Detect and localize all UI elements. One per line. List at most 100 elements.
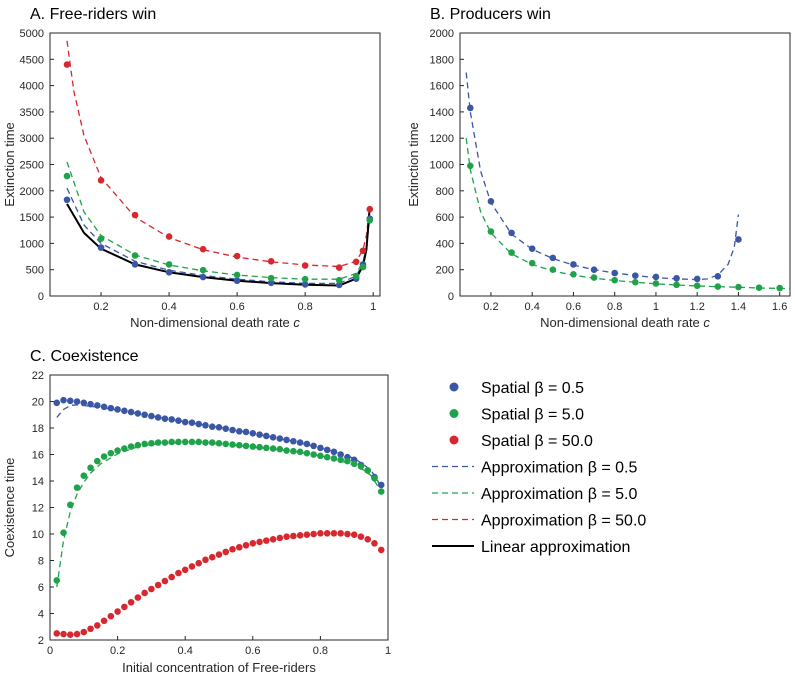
data-point-red <box>303 531 311 538</box>
data-point-green <box>73 484 81 491</box>
x-tick-label: 1.4 <box>731 301 746 313</box>
data-point-green <box>249 443 257 450</box>
y-tick-label: 20 <box>32 397 44 409</box>
data-point-red <box>344 530 351 538</box>
y-tick-label: 18 <box>32 423 44 435</box>
data-point-blue <box>154 414 162 421</box>
y-tick-label: 1400 <box>430 107 454 119</box>
data-point-green <box>154 439 162 446</box>
data-point-green <box>290 447 297 455</box>
approximation-line-blue <box>66 187 371 285</box>
data-point-red <box>161 577 169 585</box>
data-point-red <box>100 617 108 625</box>
data-point-blue <box>263 432 270 440</box>
linear-approximation-line <box>66 203 371 287</box>
data-point-blue <box>693 275 701 283</box>
data-point-green <box>735 283 742 291</box>
data-point-blue <box>229 426 236 434</box>
y-tick-label: 3500 <box>20 107 44 119</box>
data-point-blue <box>487 198 495 205</box>
data-point-green <box>359 263 367 271</box>
data-point-green <box>263 444 270 452</box>
data-point-red <box>97 176 105 184</box>
data-point-blue <box>131 261 139 268</box>
y-tick-label: 400 <box>436 238 454 250</box>
data-point-green <box>366 216 374 224</box>
data-point-red <box>215 551 223 558</box>
data-point-red <box>73 630 81 638</box>
x-axis-label-variable: c <box>293 315 300 330</box>
data-point-red <box>181 566 189 574</box>
data-point-green <box>590 274 598 281</box>
y-tick-label: 500 <box>26 265 44 277</box>
data-point-red <box>269 536 277 543</box>
y-tick-label: 1000 <box>20 238 44 250</box>
data-point-green <box>357 463 365 470</box>
data-point-red <box>359 247 367 255</box>
legend-label: Approximation β = 5.0 <box>481 486 638 503</box>
panel-title: B. Producers win <box>430 6 551 23</box>
data-point-green <box>233 271 241 279</box>
y-tick-label: 2000 <box>430 28 454 40</box>
plot-frame <box>49 32 381 297</box>
legend-label: Approximation β = 50.0 <box>481 513 646 530</box>
data-point-red <box>249 539 257 547</box>
x-tick-label: 1 <box>653 301 659 313</box>
x-tick-label: 1.6 <box>772 301 787 313</box>
y-tick-label: 600 <box>436 212 454 224</box>
y-tick-label: 5000 <box>20 28 44 40</box>
data-point-blue <box>215 424 223 431</box>
y-tick-label: 1800 <box>430 54 454 66</box>
x-tick-label: 0.8 <box>313 645 328 657</box>
data-point-green <box>141 440 148 448</box>
data-point-red <box>154 581 162 589</box>
data-point-blue <box>528 245 536 252</box>
data-point-red <box>121 603 128 611</box>
data-point-red <box>364 536 372 543</box>
x-tick-label: 0.8 <box>298 301 313 313</box>
data-point-green <box>755 284 763 292</box>
data-point-green <box>283 447 290 454</box>
x-tick-label: 0.2 <box>483 301 498 313</box>
data-point-blue <box>276 435 284 442</box>
data-point-green <box>317 452 324 460</box>
x-axis-label: Non-dimensional death rate c <box>130 315 300 330</box>
data-point-green <box>242 442 250 450</box>
data-point-blue <box>632 272 639 279</box>
y-tick-label: 16 <box>32 450 44 462</box>
data-point-blue <box>208 423 216 430</box>
data-point-green <box>467 162 474 170</box>
y-tick-label: 2 <box>38 635 44 647</box>
y-tick-label: 10 <box>32 529 44 541</box>
data-point-red <box>87 625 94 633</box>
y-tick-label: 22 <box>32 370 44 382</box>
data-point-red <box>337 530 344 537</box>
y-tick-label: 4500 <box>20 54 44 66</box>
approximation-line-green <box>465 138 791 290</box>
data-point-blue <box>283 436 290 444</box>
data-point-red <box>335 264 343 271</box>
data-point-blue <box>181 418 189 426</box>
data-point-red <box>283 533 290 540</box>
y-tick-label: 8 <box>38 556 44 568</box>
data-point-red <box>310 530 317 538</box>
data-point-green <box>371 475 378 482</box>
data-point-green <box>94 457 101 465</box>
data-point-blue <box>735 236 742 243</box>
data-point-red <box>80 628 88 636</box>
data-point-green <box>97 235 105 242</box>
data-point-green <box>335 276 343 284</box>
y-tick-label: 2000 <box>20 186 44 198</box>
data-point-blue <box>337 451 344 458</box>
data-point-green <box>229 441 236 448</box>
x-tick-label: 1.2 <box>690 301 705 313</box>
plot-frame <box>459 32 791 297</box>
data-point-blue <box>97 244 105 251</box>
data-point-blue <box>323 446 331 454</box>
y-tick-label: 1500 <box>20 212 44 224</box>
y-tick-label: 800 <box>436 186 454 198</box>
data-point-blue <box>121 407 128 415</box>
data-point-red <box>134 594 142 601</box>
data-point-red <box>301 262 309 269</box>
